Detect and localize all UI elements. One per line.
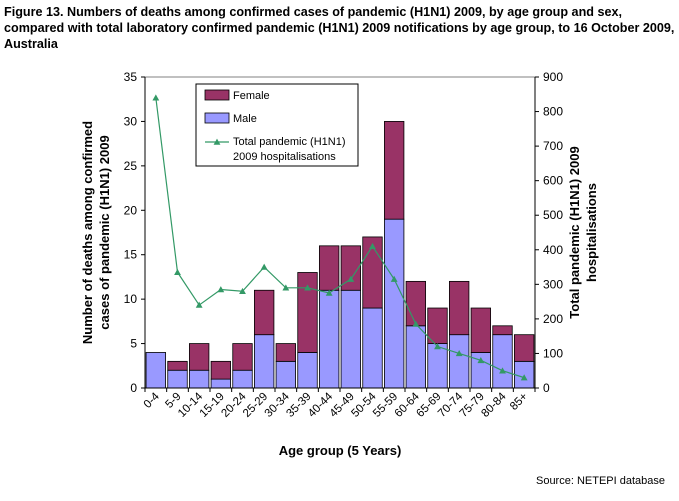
bar-male-0-4 xyxy=(145,352,166,389)
bar-female-25-29 xyxy=(254,289,275,336)
bar-male-15-19 xyxy=(210,378,231,389)
hospitalisation-marker-45-49 xyxy=(347,275,355,282)
bar-female-15-19 xyxy=(210,360,231,380)
legend: Female Male Total pandemic (H1N1) 2009 hosp… xyxy=(195,83,359,167)
bar-female-65-69 xyxy=(427,307,448,344)
bar-male-60-64 xyxy=(405,325,426,389)
legend-label-hospitalisations-2: 2009 hospitalisations xyxy=(233,151,336,163)
x-tick-label-80-84: 80-84 xyxy=(479,390,509,420)
bar-male-55-59 xyxy=(384,218,405,389)
legend-swatch-female xyxy=(204,89,230,101)
bar-female-55-59 xyxy=(384,121,405,220)
right-tick-label-200: 200 xyxy=(543,312,563,326)
x-axis-title: Age group (5 Years) xyxy=(279,443,402,458)
right-tick-label-0: 0 xyxy=(543,381,550,395)
bar-male-25-29 xyxy=(254,334,275,389)
bars-layer xyxy=(145,121,535,389)
x-tick-label-85+: 85+ xyxy=(508,390,530,412)
hospitalisation-marker-40-44 xyxy=(325,289,333,296)
hospitalisation-marker-85+ xyxy=(520,374,528,381)
hospitalisation-marker-15-19 xyxy=(217,286,225,293)
hospitalisation-marker-10-14 xyxy=(195,301,203,308)
hospitalisation-marker-80-84 xyxy=(499,367,506,374)
hospitalisation-marker-50-54 xyxy=(369,242,376,250)
right-tick-label-700: 700 xyxy=(543,139,563,153)
bar-female-20-24 xyxy=(232,343,253,371)
left-tick-label-30: 30 xyxy=(124,114,138,128)
bar-female-85+ xyxy=(514,334,535,362)
hospitalisation-marker-65-69 xyxy=(434,343,441,350)
hospitalisation-marker-5-9 xyxy=(174,268,181,275)
bar-male-50-54 xyxy=(362,307,383,389)
hospitalisation-marker-30-34 xyxy=(282,284,290,291)
bar-female-80-84 xyxy=(492,325,513,336)
hospitalisation-marker-75-79 xyxy=(477,356,485,364)
bar-male-10-14 xyxy=(189,369,210,389)
hospitalisation-marker-55-59 xyxy=(390,275,398,282)
bar-male-40-44 xyxy=(319,289,340,389)
legend-label-hospitalisations-1: Total pandemic (H1N1) xyxy=(233,136,346,148)
bar-male-70-74 xyxy=(449,334,470,389)
hospitalisation-line xyxy=(155,97,525,379)
y2-axis-title-line-2: hospitalisations xyxy=(584,183,599,282)
hospitalisation-marker-60-64 xyxy=(412,320,420,327)
legend-label-female: Female xyxy=(233,90,270,102)
hospitalisation-line-layer xyxy=(152,94,528,381)
y-axis-title-line-1: Number of deaths among confirmed xyxy=(80,121,95,344)
bar-male-20-24 xyxy=(232,369,253,389)
bar-male-80-84 xyxy=(492,334,513,389)
right-tick-label-800: 800 xyxy=(543,105,563,119)
right-tick-label-400: 400 xyxy=(543,243,563,257)
bar-male-65-69 xyxy=(427,343,448,389)
x-tick-label-0-4: 0-4 xyxy=(142,390,163,411)
bar-female-10-14 xyxy=(189,343,210,371)
bar-male-30-34 xyxy=(275,360,296,389)
bar-female-60-64 xyxy=(405,280,426,327)
bar-female-40-44 xyxy=(319,245,340,291)
left-tick-label-15: 15 xyxy=(124,248,138,262)
bar-female-5-9 xyxy=(167,360,188,371)
hospitalisation-marker-35-39 xyxy=(304,284,311,291)
hospitalisation-marker-0-4 xyxy=(152,94,160,101)
left-tick-label-10: 10 xyxy=(124,292,138,306)
right-tick-label-600: 600 xyxy=(543,174,563,188)
y2-axis-title-line-1: Total pandemic (H1N1) 2009 xyxy=(567,146,582,318)
left-tick-label-25: 25 xyxy=(124,159,138,173)
left-tick-label-20: 20 xyxy=(124,203,138,217)
left-tick-label-0: 0 xyxy=(130,381,137,395)
bar-female-35-39 xyxy=(297,272,318,353)
left-tick-label-5: 5 xyxy=(130,337,137,351)
right-tick-label-300: 300 xyxy=(543,277,563,291)
source-note: Source: NETEPI database xyxy=(535,475,665,487)
right-tick-label-900: 900 xyxy=(543,70,563,84)
right-tick-label-100: 100 xyxy=(543,346,563,360)
hospitalisation-marker-25-29 xyxy=(260,263,268,270)
bar-male-5-9 xyxy=(167,369,188,389)
y-axis-title-line-2: cases of pandemic (H1N1) 2009 xyxy=(97,135,112,329)
hospitalisation-marker-70-74 xyxy=(455,350,463,357)
left-tick-label-35: 35 xyxy=(124,70,138,84)
hospitalisation-marker-20-24 xyxy=(239,287,246,294)
bar-female-30-34 xyxy=(275,343,296,362)
legend-label-male: Male xyxy=(233,113,257,125)
bar-female-75-79 xyxy=(470,307,491,353)
figure-caption: Figure 13. Numbers of deaths among confi… xyxy=(4,5,675,51)
bar-male-35-39 xyxy=(297,352,318,389)
axis-titles: Age group (5 Years) Number of deaths amon… xyxy=(80,121,599,458)
bar-female-70-74 xyxy=(449,280,470,336)
bar-male-45-49 xyxy=(340,289,361,389)
legend-swatch-male xyxy=(204,112,230,124)
bar-female-45-49 xyxy=(340,245,361,291)
legend-swatch-marker xyxy=(213,138,221,145)
right-tick-label-500: 500 xyxy=(543,208,563,222)
